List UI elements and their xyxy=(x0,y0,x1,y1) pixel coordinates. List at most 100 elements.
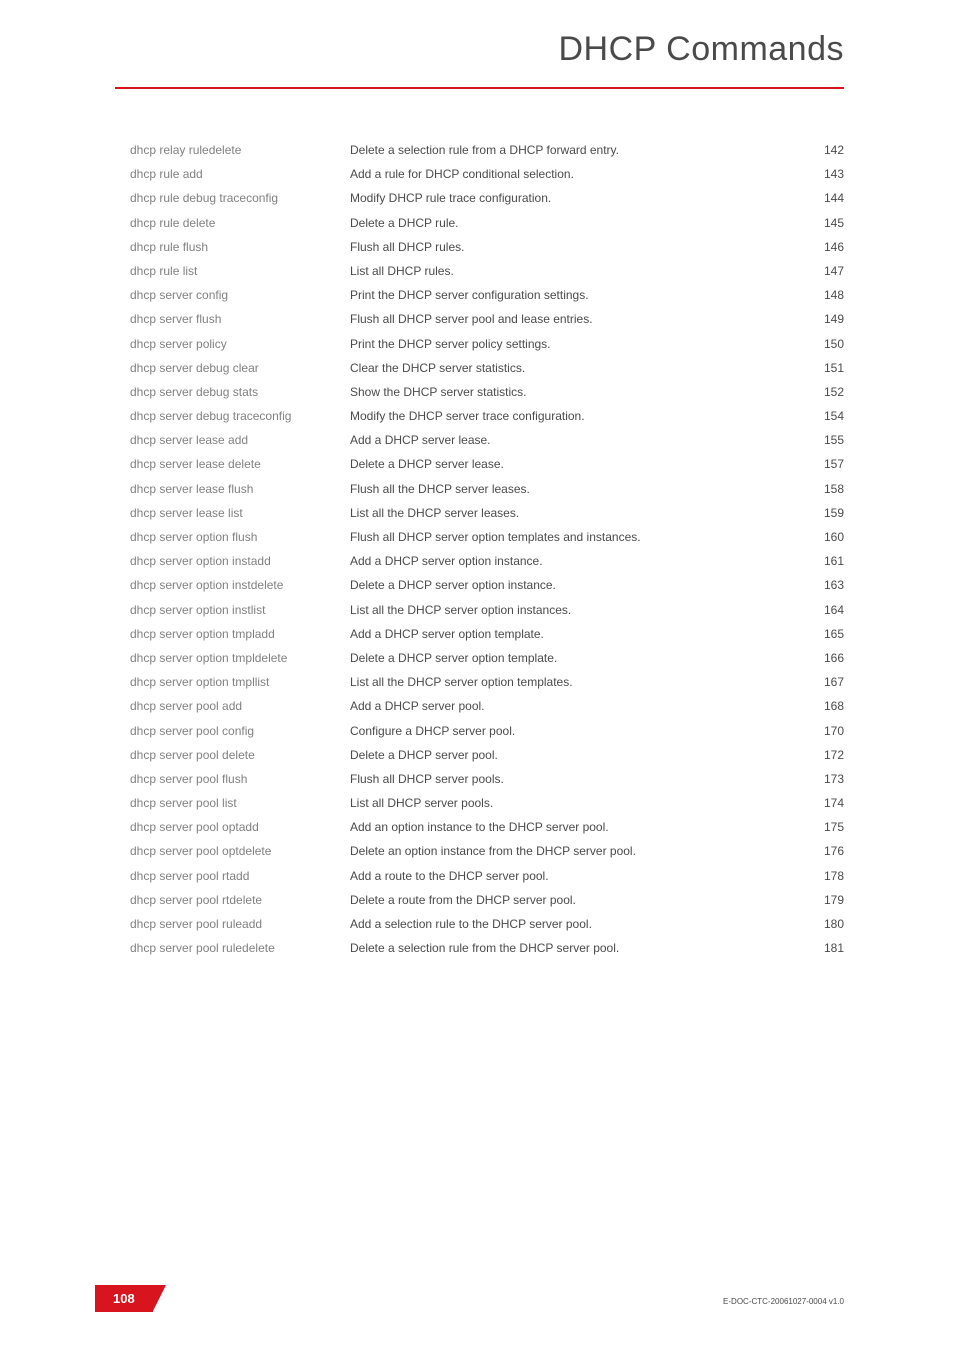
toc-row: dhcp server option tmpldeleteDelete a DH… xyxy=(130,652,844,664)
command-name[interactable]: dhcp server pool config xyxy=(130,725,350,737)
command-name[interactable]: dhcp server pool ruledelete xyxy=(130,942,350,954)
page-reference[interactable]: 149 xyxy=(804,313,844,325)
page-reference[interactable]: 168 xyxy=(804,700,844,712)
page-reference[interactable]: 178 xyxy=(804,870,844,882)
command-description: Delete a DHCP server pool. xyxy=(350,749,804,761)
page-reference[interactable]: 181 xyxy=(804,942,844,954)
command-name[interactable]: dhcp server option flush xyxy=(130,531,350,543)
command-name[interactable]: dhcp server pool optdelete xyxy=(130,845,350,857)
command-description: Print the DHCP server policy settings. xyxy=(350,338,804,350)
command-description: Delete a DHCP server lease. xyxy=(350,458,804,470)
command-name[interactable]: dhcp server pool rtdelete xyxy=(130,894,350,906)
page-reference[interactable]: 147 xyxy=(804,265,844,277)
toc-row: dhcp server configPrint the DHCP server … xyxy=(130,289,844,301)
toc-row: dhcp server option tmpladdAdd a DHCP ser… xyxy=(130,628,844,640)
toc-row: dhcp server pool ruledeleteDelete a sele… xyxy=(130,942,844,954)
page-reference[interactable]: 164 xyxy=(804,604,844,616)
command-description: List all DHCP rules. xyxy=(350,265,804,277)
toc-row: dhcp server option flushFlush all DHCP s… xyxy=(130,531,844,543)
page-reference[interactable]: 142 xyxy=(804,144,844,156)
command-name[interactable]: dhcp rule add xyxy=(130,168,350,180)
page-reference[interactable]: 158 xyxy=(804,483,844,495)
page-footer: 108 E-DOC-CTC-20061027-0004 v1.0 xyxy=(0,1286,954,1312)
command-name[interactable]: dhcp server lease list xyxy=(130,507,350,519)
command-name[interactable]: dhcp server lease add xyxy=(130,434,350,446)
command-name[interactable]: dhcp server pool delete xyxy=(130,749,350,761)
command-name[interactable]: dhcp rule list xyxy=(130,265,350,277)
command-description: List all the DHCP server option instance… xyxy=(350,604,804,616)
page-reference[interactable]: 151 xyxy=(804,362,844,374)
command-name[interactable]: dhcp relay ruledelete xyxy=(130,144,350,156)
command-name[interactable]: dhcp rule debug traceconfig xyxy=(130,192,350,204)
command-name[interactable]: dhcp server option tmpladd xyxy=(130,628,350,640)
page-reference[interactable]: 148 xyxy=(804,289,844,301)
command-name[interactable]: dhcp server option tmpldelete xyxy=(130,652,350,664)
page-reference[interactable]: 173 xyxy=(804,773,844,785)
page-reference[interactable]: 180 xyxy=(804,918,844,930)
command-name[interactable]: dhcp server pool ruleadd xyxy=(130,918,350,930)
command-name[interactable]: dhcp server pool add xyxy=(130,700,350,712)
command-name[interactable]: dhcp server lease flush xyxy=(130,483,350,495)
command-name[interactable]: dhcp server debug stats xyxy=(130,386,350,398)
toc-row: dhcp server debug traceconfigModify the … xyxy=(130,410,844,422)
command-description: Show the DHCP server statistics. xyxy=(350,386,804,398)
page-reference[interactable]: 146 xyxy=(804,241,844,253)
command-description: Flush all DHCP server pools. xyxy=(350,773,804,785)
toc-row: dhcp rule listList all DHCP rules.147 xyxy=(130,265,844,277)
command-name[interactable]: dhcp server pool rtadd xyxy=(130,870,350,882)
page-reference[interactable]: 166 xyxy=(804,652,844,664)
command-description: Add an option instance to the DHCP serve… xyxy=(350,821,804,833)
page-reference[interactable]: 159 xyxy=(804,507,844,519)
page-reference[interactable]: 170 xyxy=(804,725,844,737)
command-name[interactable]: dhcp server policy xyxy=(130,338,350,350)
page-number: 108 xyxy=(113,1291,135,1306)
page-reference[interactable]: 152 xyxy=(804,386,844,398)
command-name[interactable]: dhcp rule delete xyxy=(130,217,350,229)
toc-row: dhcp server pool optaddAdd an option ins… xyxy=(130,821,844,833)
command-description: Modify the DHCP server trace configurati… xyxy=(350,410,804,422)
command-name[interactable]: dhcp server option instlist xyxy=(130,604,350,616)
toc-row: dhcp server flushFlush all DHCP server p… xyxy=(130,313,844,325)
command-name[interactable]: dhcp server pool list xyxy=(130,797,350,809)
toc-row: dhcp server lease flushFlush all the DHC… xyxy=(130,483,844,495)
page-reference[interactable]: 143 xyxy=(804,168,844,180)
command-name[interactable]: dhcp server debug clear xyxy=(130,362,350,374)
page-reference[interactable]: 150 xyxy=(804,338,844,350)
command-description: Flush all DHCP server option templates a… xyxy=(350,531,804,543)
page-reference[interactable]: 157 xyxy=(804,458,844,470)
command-name[interactable]: dhcp server debug traceconfig xyxy=(130,410,350,422)
command-name[interactable]: dhcp server config xyxy=(130,289,350,301)
command-name[interactable]: dhcp server option instadd xyxy=(130,555,350,567)
command-description: Add a DHCP server lease. xyxy=(350,434,804,446)
toc-row: dhcp server pool configConfigure a DHCP … xyxy=(130,725,844,737)
page-reference[interactable]: 163 xyxy=(804,579,844,591)
page-reference[interactable]: 176 xyxy=(804,845,844,857)
page-reference[interactable]: 161 xyxy=(804,555,844,567)
command-description: List all DHCP server pools. xyxy=(350,797,804,809)
command-name[interactable]: dhcp server pool flush xyxy=(130,773,350,785)
command-description: Clear the DHCP server statistics. xyxy=(350,362,804,374)
command-name[interactable]: dhcp server pool optadd xyxy=(130,821,350,833)
page-reference[interactable]: 172 xyxy=(804,749,844,761)
page-reference[interactable]: 167 xyxy=(804,676,844,688)
page-reference[interactable]: 175 xyxy=(804,821,844,833)
page-reference[interactable]: 165 xyxy=(804,628,844,640)
page-reference[interactable]: 144 xyxy=(804,192,844,204)
page-reference[interactable]: 155 xyxy=(804,434,844,446)
page-reference[interactable]: 154 xyxy=(804,410,844,422)
command-name[interactable]: dhcp server option instdelete xyxy=(130,579,350,591)
toc-row: dhcp server policyPrint the DHCP server … xyxy=(130,338,844,350)
command-name[interactable]: dhcp server option tmpllist xyxy=(130,676,350,688)
page-reference[interactable]: 145 xyxy=(804,217,844,229)
command-name[interactable]: dhcp server lease delete xyxy=(130,458,350,470)
toc-row: dhcp server pool flushFlush all DHCP ser… xyxy=(130,773,844,785)
page-reference[interactable]: 160 xyxy=(804,531,844,543)
command-name[interactable]: dhcp server flush xyxy=(130,313,350,325)
toc-row: dhcp server pool deleteDelete a DHCP ser… xyxy=(130,749,844,761)
command-description: Add a rule for DHCP conditional selectio… xyxy=(350,168,804,180)
command-description: Delete a route from the DHCP server pool… xyxy=(350,894,804,906)
command-name[interactable]: dhcp rule flush xyxy=(130,241,350,253)
page-reference[interactable]: 174 xyxy=(804,797,844,809)
page-reference[interactable]: 179 xyxy=(804,894,844,906)
toc-row: dhcp relay ruledeleteDelete a selection … xyxy=(130,144,844,156)
